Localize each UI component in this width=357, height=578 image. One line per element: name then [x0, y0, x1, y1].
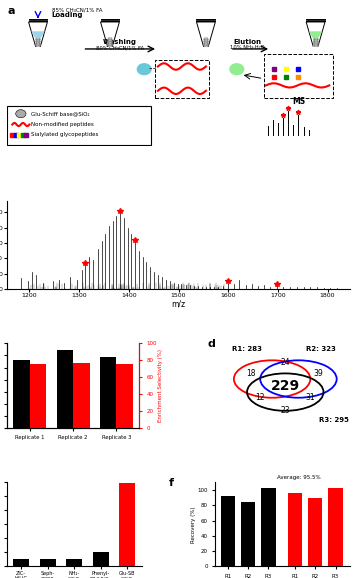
Text: 24: 24	[281, 358, 290, 366]
Text: R2: 323: R2: 323	[306, 346, 336, 352]
Bar	[241, 502, 255, 566]
Text: Glu-Schiff base@SiO₂: Glu-Schiff base@SiO₂	[31, 111, 90, 116]
Text: R3: 295: R3: 295	[319, 417, 349, 423]
Polygon shape	[309, 31, 322, 39]
Polygon shape	[313, 37, 318, 47]
Polygon shape	[196, 22, 215, 47]
Polygon shape	[31, 31, 45, 39]
Polygon shape	[29, 22, 47, 47]
Bar	[100, 357, 116, 428]
Text: 18: 18	[246, 369, 256, 378]
Text: f: f	[169, 478, 174, 488]
Text: Non-modified peptides: Non-modified peptides	[31, 122, 94, 127]
Bar	[13, 360, 30, 428]
Text: 10% NH₃·H₂O: 10% NH₃·H₂O	[230, 45, 264, 50]
Text: Elution: Elution	[233, 39, 261, 45]
Y-axis label: Recovery (%): Recovery (%)	[191, 506, 196, 543]
Text: Average: 95.5%: Average: 95.5%	[277, 475, 321, 480]
Circle shape	[16, 110, 26, 118]
Polygon shape	[101, 22, 119, 47]
Text: 31: 31	[306, 393, 315, 402]
Text: R1: 283: R1: 283	[232, 346, 262, 352]
Y-axis label: Enrichment Selectivity (%): Enrichment Selectivity (%)	[159, 349, 164, 422]
Polygon shape	[306, 22, 325, 47]
Bar	[308, 498, 322, 566]
Text: 229: 229	[271, 379, 300, 392]
Bar	[221, 496, 235, 566]
Text: d: d	[207, 339, 215, 349]
X-axis label: m/z: m/z	[171, 299, 186, 309]
Text: Washing: Washing	[103, 39, 137, 45]
Text: 80% CH₃CN/1% FA: 80% CH₃CN/1% FA	[96, 45, 144, 50]
Bar	[93, 553, 109, 566]
Bar	[116, 364, 133, 428]
Bar	[264, 54, 333, 98]
Bar	[56, 350, 73, 428]
Bar	[328, 488, 343, 566]
Bar	[155, 60, 209, 98]
Text: Loading: Loading	[52, 12, 83, 18]
Text: MS: MS	[292, 97, 305, 106]
Bar	[261, 488, 276, 566]
Polygon shape	[203, 37, 208, 47]
FancyBboxPatch shape	[7, 106, 151, 144]
Circle shape	[137, 64, 151, 75]
Text: 85% CH₃CN/1% FA: 85% CH₃CN/1% FA	[52, 8, 102, 12]
Bar	[66, 559, 82, 566]
Polygon shape	[36, 37, 40, 47]
Polygon shape	[107, 37, 112, 47]
Bar	[120, 483, 135, 566]
Text: a: a	[7, 6, 15, 16]
Bar	[30, 364, 46, 428]
Text: 39: 39	[313, 369, 323, 378]
Bar	[288, 493, 302, 566]
Circle shape	[230, 64, 243, 75]
Text: 23: 23	[281, 406, 290, 416]
Text: 12: 12	[256, 393, 265, 402]
Bar	[73, 363, 90, 428]
Bar	[40, 559, 56, 566]
Text: Sialylated glycopeptides: Sialylated glycopeptides	[31, 132, 99, 137]
Bar	[13, 559, 29, 566]
